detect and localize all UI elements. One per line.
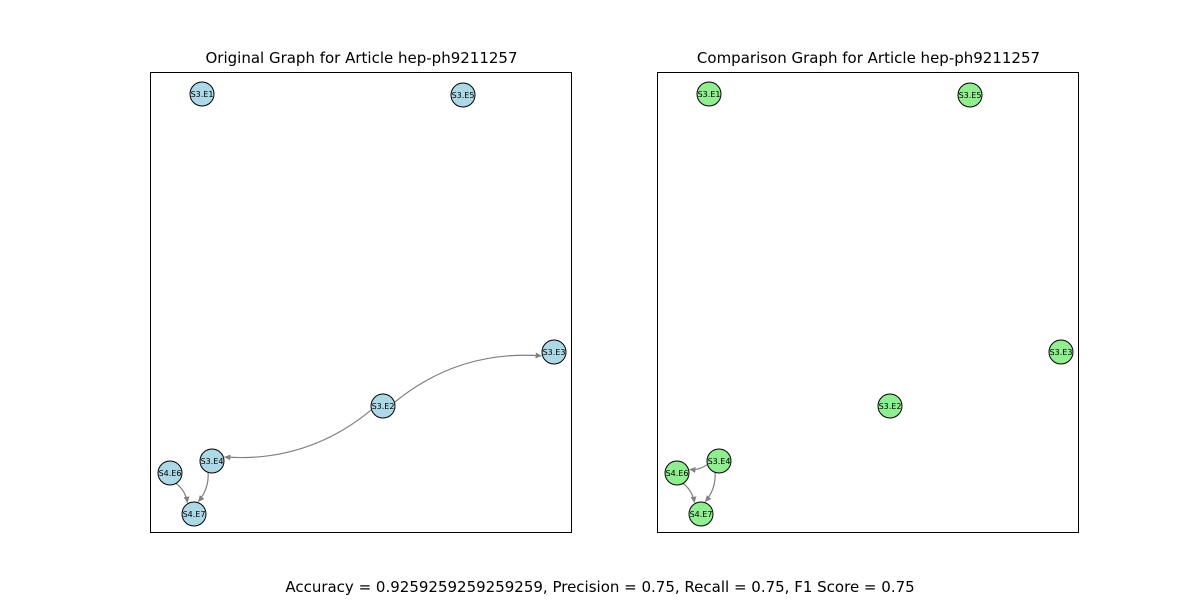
original-node-label-s3-e2: S3.E2: [372, 402, 395, 411]
comparison-node-s3-e3: [1048, 339, 1074, 365]
comparison-edge-s4-e6-to-s4-e7: [682, 482, 697, 503]
original-edge-s4-e6-to-s4-e7: [175, 482, 190, 503]
comparison-graph-title: Comparison Graph for Article hep-ph92112…: [696, 49, 1041, 67]
comparison-node-label-s3-e2: S3.E2: [879, 402, 902, 411]
comparison-node-s4-e6: [664, 460, 690, 486]
original-node-label-s4-e7: S4.E7: [183, 510, 206, 519]
original-node-s4-e7: [181, 501, 207, 527]
original-node-s3-e3: [541, 339, 567, 365]
original-node-s3-e4: [199, 448, 225, 474]
original-node-s3-e2: [370, 393, 396, 419]
original-edge-s3-e2-to-s3-e4: [224, 409, 372, 461]
original-node-label-s3-e1: S3.E1: [191, 90, 214, 99]
original-edge-s3-e4-to-s4-e7: [197, 472, 209, 503]
comparison-node-s3-e5: [957, 82, 983, 108]
comparison-node-label-s3-e4: S3.E4: [708, 457, 731, 466]
comparison-node-s3-e2: [877, 393, 903, 419]
original-node-s3-e1: [189, 81, 215, 107]
original-node-label-s3-e3: S3.E3: [543, 348, 566, 357]
original-node-s4-e6: [157, 460, 183, 486]
comparison-edge-s3-e4-to-s4-e6: [689, 463, 708, 474]
comparison-node-label-s3-e5: S3.E5: [959, 91, 982, 100]
comparison-node-label-s3-e1: S3.E1: [698, 90, 721, 99]
original-node-label-s4-e6: S4.E6: [159, 469, 182, 478]
comparison-node-s3-e4: [706, 448, 732, 474]
comparison-edge-s3-e4-to-s4-e7: [704, 472, 716, 503]
comparison-node-s3-e1: [696, 81, 722, 107]
comparison-graph: S3.E1 S3.E5 S3.E3 S3.E2 S3.E4 S4.E6 S4.E7: [664, 81, 1074, 527]
comparison-node-s4-e7: [688, 501, 714, 527]
comparison-node-label-s4-e7: S4.E7: [690, 510, 713, 519]
comparison-node-label-s3-e3: S3.E3: [1050, 348, 1073, 357]
metrics-summary: Accuracy = 0.9259259259259259, Precision…: [285, 578, 915, 596]
original-edge-s3-e2-to-s3-e3: [394, 352, 542, 403]
comparison-node-label-s4-e6: S4.E6: [666, 469, 689, 478]
original-node-label-s3-e5: S3.E5: [452, 91, 475, 100]
original-graph: S3.E1 S3.E5 S3.E3 S3.E2 S3.E4 S4.E6 S4.E7: [157, 81, 567, 527]
original-graph-title: Original Graph for Article hep-ph9211257: [205, 49, 518, 67]
original-node-s3-e5: [450, 82, 476, 108]
original-node-label-s3-e4: S3.E4: [201, 457, 224, 466]
